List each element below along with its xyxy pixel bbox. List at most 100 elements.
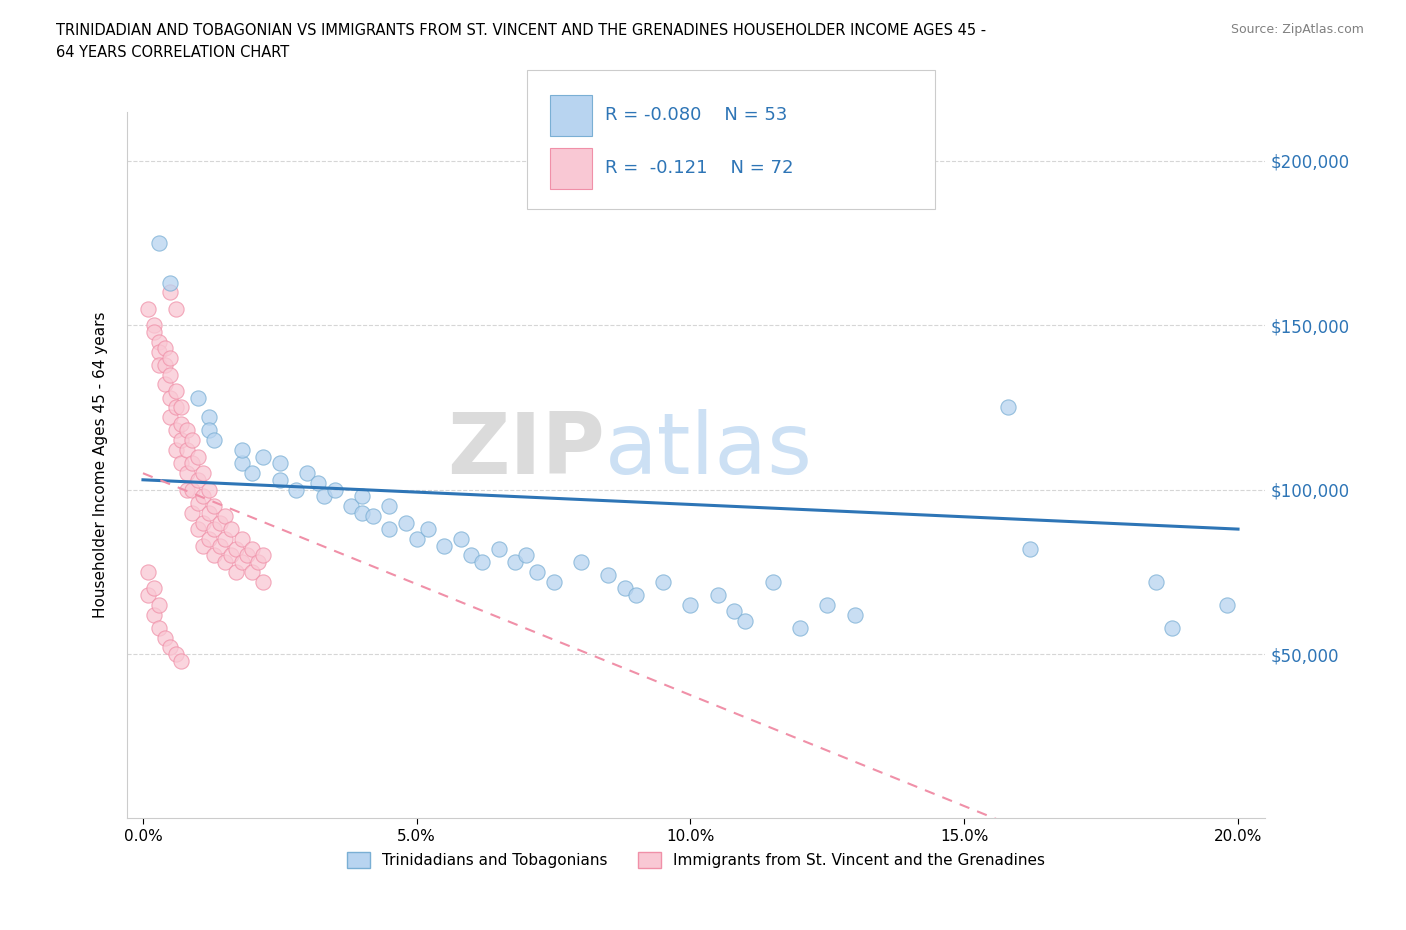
Point xyxy=(138,301,160,316)
Point xyxy=(246,554,269,569)
Point xyxy=(361,509,384,524)
Point xyxy=(176,483,198,498)
Point xyxy=(340,498,363,513)
Point xyxy=(1216,597,1239,612)
Point xyxy=(242,541,264,556)
Point xyxy=(159,285,181,299)
Text: 64 YEARS CORRELATION CHART: 64 YEARS CORRELATION CHART xyxy=(56,45,290,60)
Point xyxy=(569,554,592,569)
Point xyxy=(433,538,456,553)
Y-axis label: Householder Income Ages 45 - 64 years: Householder Income Ages 45 - 64 years xyxy=(93,312,108,618)
Point xyxy=(471,554,494,569)
Point xyxy=(176,466,198,481)
Point xyxy=(153,377,176,392)
Text: TRINIDADIAN AND TOBAGONIAN VS IMMIGRANTS FROM ST. VINCENT AND THE GRENADINES HOU: TRINIDADIAN AND TOBAGONIAN VS IMMIGRANTS… xyxy=(56,23,987,38)
Point xyxy=(450,532,472,547)
Point xyxy=(231,443,253,458)
Point xyxy=(181,432,204,447)
Point xyxy=(159,391,181,405)
Point xyxy=(815,597,838,612)
Point xyxy=(242,565,264,579)
Point xyxy=(214,532,236,547)
Point xyxy=(219,548,242,563)
Text: ZIP: ZIP xyxy=(447,409,605,492)
Point xyxy=(176,423,198,438)
Point xyxy=(197,505,219,520)
Point xyxy=(252,449,274,464)
Point xyxy=(170,456,193,471)
Point xyxy=(242,466,264,481)
Point xyxy=(350,505,373,520)
Point xyxy=(187,496,209,511)
Point xyxy=(679,597,702,612)
Point xyxy=(378,522,401,537)
Point xyxy=(202,548,225,563)
Point xyxy=(707,588,730,603)
Point xyxy=(181,505,204,520)
Point xyxy=(148,357,170,372)
Point xyxy=(202,522,225,537)
Point xyxy=(526,565,548,579)
Point xyxy=(762,574,785,589)
Point xyxy=(1144,574,1167,589)
Point xyxy=(165,400,187,415)
Point xyxy=(652,574,675,589)
Point xyxy=(142,325,165,339)
Point xyxy=(405,532,427,547)
Text: R =  -0.121    N = 72: R = -0.121 N = 72 xyxy=(605,159,793,178)
Point xyxy=(148,344,170,359)
Point xyxy=(187,522,209,537)
Point xyxy=(252,548,274,563)
Point xyxy=(307,475,329,490)
Legend: Trinidadians and Tobagonians, Immigrants from St. Vincent and the Grenadines: Trinidadians and Tobagonians, Immigrants… xyxy=(340,846,1052,874)
Point xyxy=(193,515,215,530)
Point xyxy=(269,456,291,471)
Point xyxy=(515,548,537,563)
Point xyxy=(165,301,187,316)
Point xyxy=(170,417,193,432)
Point xyxy=(170,653,193,668)
Point xyxy=(231,456,253,471)
Point xyxy=(323,483,346,498)
Point xyxy=(844,607,866,622)
Point xyxy=(170,432,193,447)
Point xyxy=(1019,541,1042,556)
Point xyxy=(598,567,620,582)
Text: Source: ZipAtlas.com: Source: ZipAtlas.com xyxy=(1230,23,1364,36)
Point xyxy=(350,489,373,504)
Point xyxy=(142,318,165,333)
Point xyxy=(285,483,308,498)
Point xyxy=(193,489,215,504)
Point xyxy=(159,351,181,365)
Point xyxy=(159,410,181,425)
Point xyxy=(148,235,170,250)
Point xyxy=(997,400,1019,415)
Point xyxy=(543,574,565,589)
Point xyxy=(148,334,170,349)
Point xyxy=(187,472,209,487)
Point xyxy=(252,574,274,589)
Point xyxy=(416,522,439,537)
Point xyxy=(181,483,204,498)
Point xyxy=(153,341,176,356)
Point xyxy=(153,631,176,645)
Point xyxy=(197,483,219,498)
Point xyxy=(488,541,510,556)
Point xyxy=(138,588,160,603)
Point xyxy=(231,554,253,569)
Point xyxy=(225,565,247,579)
Point xyxy=(297,466,319,481)
Point xyxy=(148,620,170,635)
Point xyxy=(159,275,181,290)
Point xyxy=(142,581,165,596)
Point xyxy=(187,449,209,464)
Point xyxy=(202,432,225,447)
Point xyxy=(187,391,209,405)
Point xyxy=(723,604,745,618)
Point xyxy=(142,607,165,622)
Point xyxy=(214,509,236,524)
Point xyxy=(395,515,418,530)
Point xyxy=(159,640,181,655)
Point xyxy=(219,522,242,537)
Point xyxy=(176,443,198,458)
